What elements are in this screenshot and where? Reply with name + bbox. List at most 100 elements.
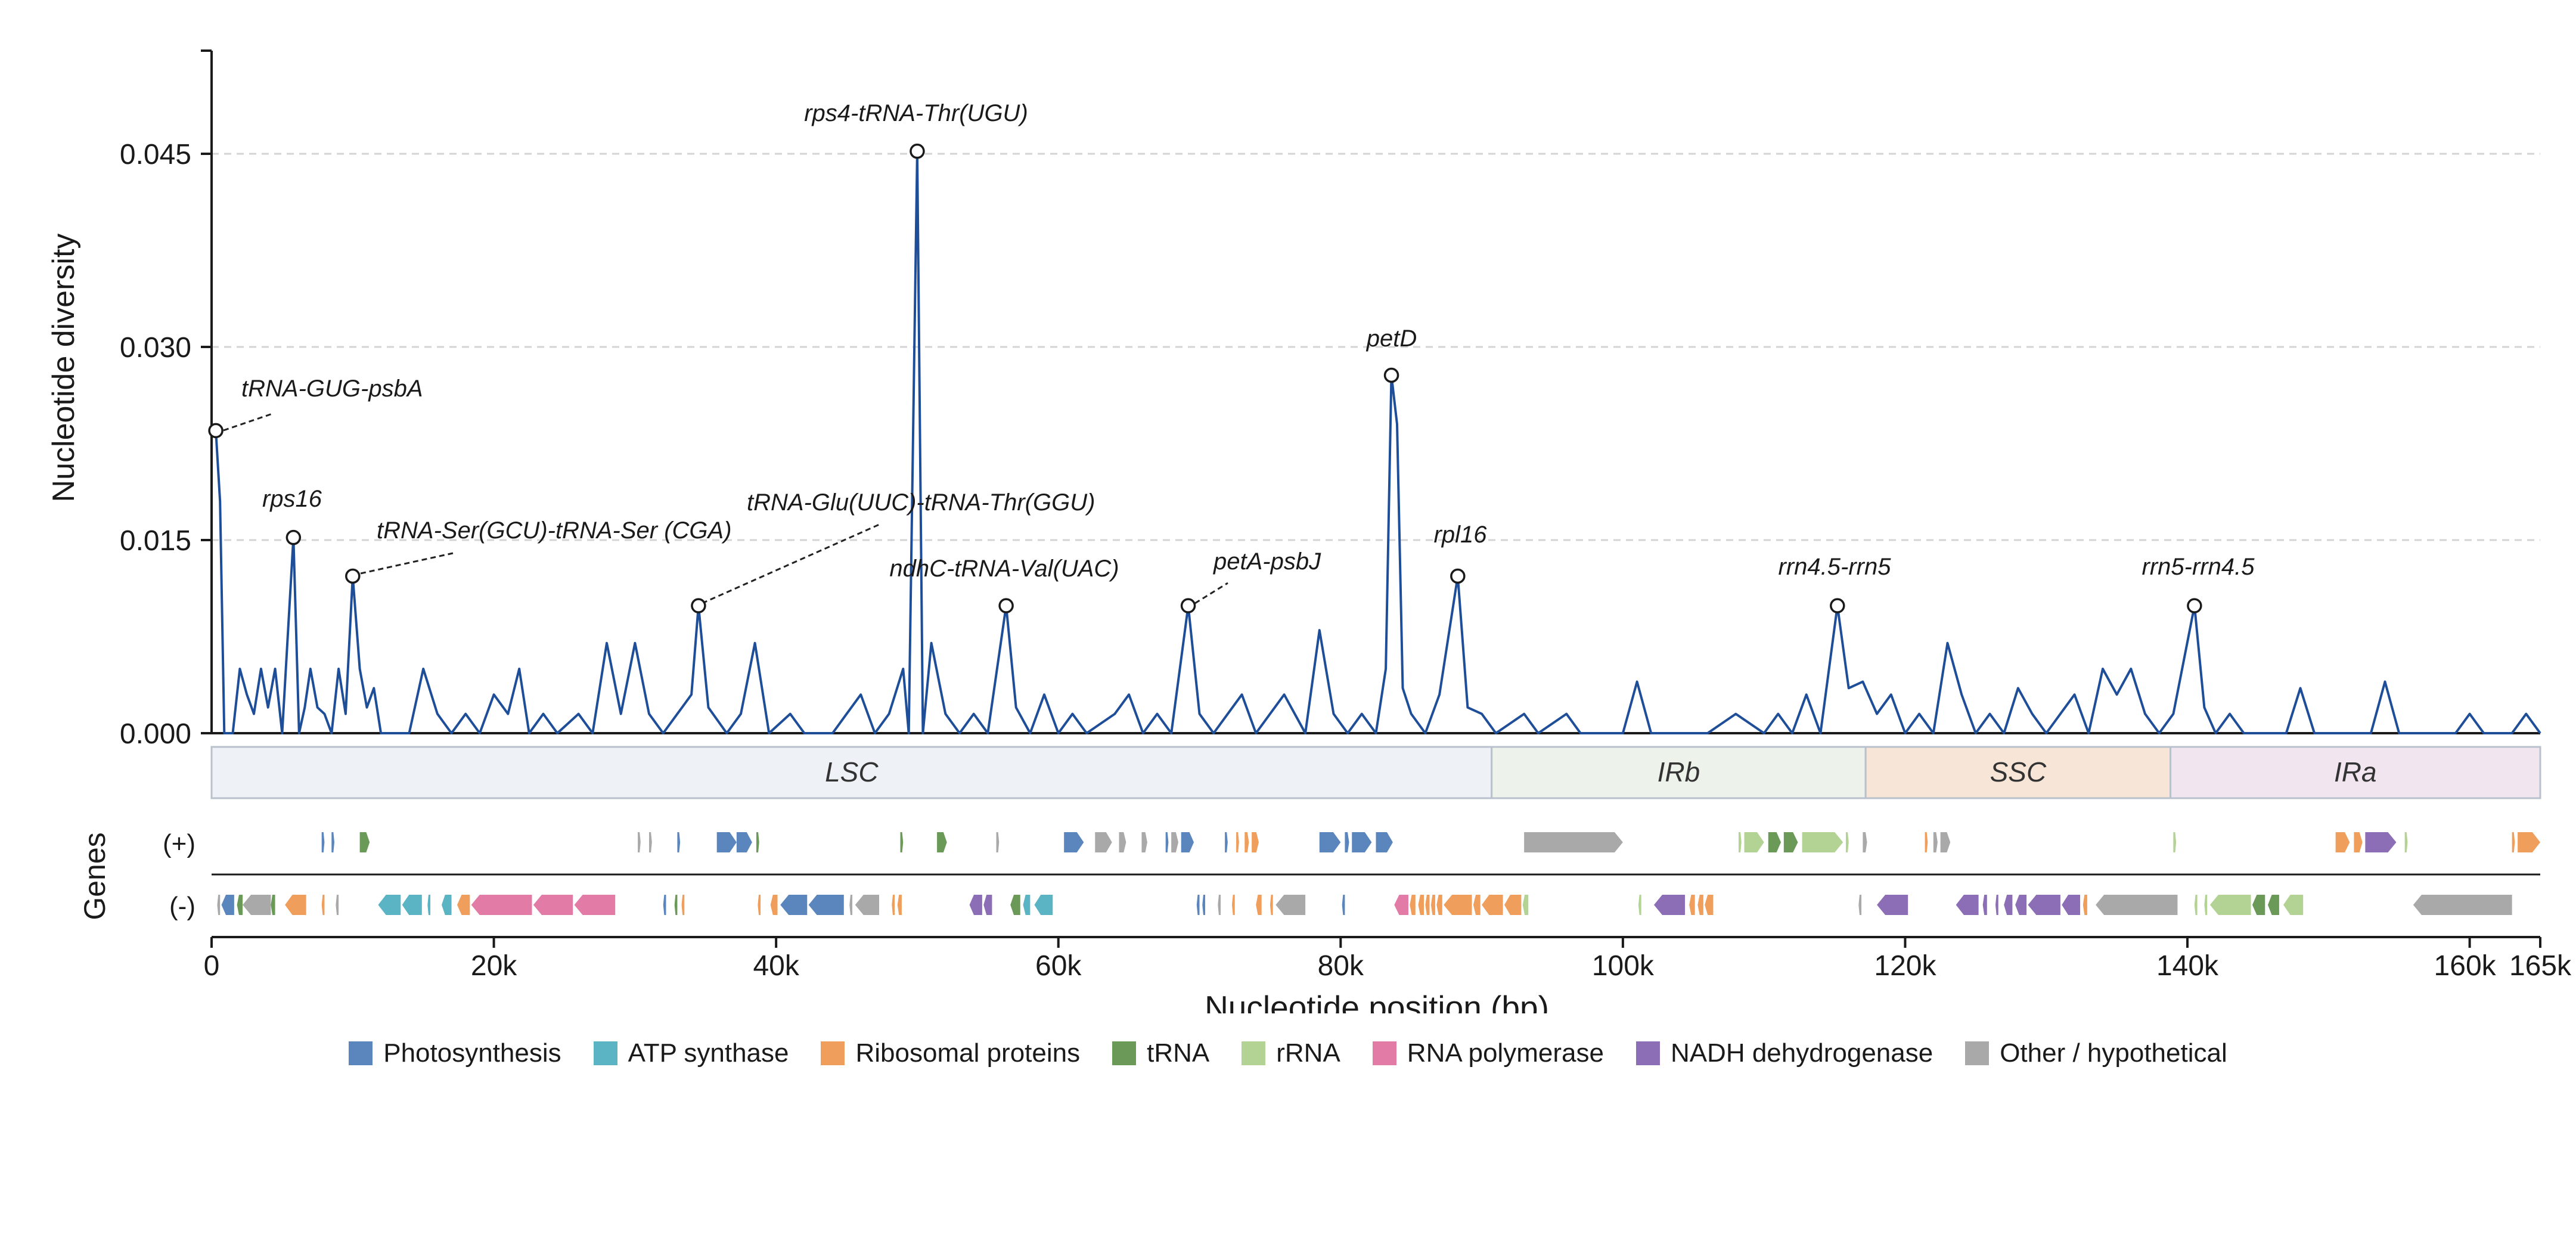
plus-strand-gene <box>2173 832 2177 852</box>
minus-strand-gene <box>2004 895 2013 915</box>
minus-strand-gene <box>457 895 470 915</box>
annotation-leader <box>360 552 454 575</box>
x-tick-label: 160k <box>2434 950 2497 982</box>
plus-strand-gene <box>1739 832 1742 852</box>
x-tick-label: 165k <box>2509 950 2572 982</box>
minus-strand-gene <box>1858 895 1862 915</box>
genome-regions: LSC IRb SSC IRa <box>210 746 2541 799</box>
plus-strand-gene <box>1236 832 1239 852</box>
minus-strand-gene <box>808 895 844 915</box>
y-gridlines <box>212 153 2540 541</box>
minus-strand-gene <box>2082 895 2087 915</box>
peak-marker <box>691 598 706 613</box>
minus-strand-gene <box>1275 895 1306 915</box>
y-tick-label: 0.030 <box>120 332 191 364</box>
region-label: IRb <box>1658 756 1700 787</box>
legend-label: Photosynthesis <box>383 1038 561 1068</box>
peak-marker <box>2187 598 2202 613</box>
minus-strand-gene <box>2204 895 2208 915</box>
minus-strand-gene <box>243 895 271 915</box>
minus-strand-gene <box>1231 895 1235 915</box>
x-tick-label: 140k <box>2156 950 2219 982</box>
minus-strand-gene <box>1638 895 1641 915</box>
plus-strand-gene <box>1244 832 1249 852</box>
peak-marker <box>1830 598 1845 613</box>
minus-strand-gene <box>1256 895 1262 915</box>
legend-label: Ribosomal proteins <box>855 1038 1081 1068</box>
peak-label: ndhC-tRNA-Val(UAC) <box>889 556 1119 582</box>
legend-label: rRNA <box>1276 1038 1340 1068</box>
y-tick-label: 0.015 <box>120 525 191 557</box>
peak-annotations: tRNA-GUG-psbA rps16 tRNA-Ser(GCU)-tRNA-Ser… <box>208 100 2255 613</box>
legend-label: RNA polymerase <box>1407 1038 1604 1068</box>
minus-strand-gene <box>2413 895 2512 915</box>
minus-strand-gene <box>1394 895 1408 915</box>
plus-strand-gene <box>359 832 370 852</box>
plus-strand-gene <box>677 832 681 852</box>
legend-swatch <box>349 1041 373 1065</box>
x-tick-label: 40k <box>753 950 799 982</box>
x-tick-label: 80k <box>1318 950 1364 982</box>
plus-strand-gene <box>1925 832 1928 852</box>
plus-strand-gene <box>1802 832 1843 852</box>
x-tick-label: 0 <box>204 950 220 982</box>
minus-strand-gene <box>1473 895 1481 915</box>
plus-strand-gene <box>1064 832 1084 852</box>
plus-strand-gene <box>1744 832 1764 852</box>
peak-label: rrn5-rrn4.5 <box>2142 554 2255 580</box>
minus-strand-gene <box>2062 895 2081 915</box>
legend-item-atp: ATP synthase <box>593 1038 789 1068</box>
legend-item-rrna: rRNA <box>1242 1038 1340 1068</box>
minus-strand-gene <box>574 895 616 915</box>
legend-swatch <box>821 1041 845 1065</box>
minus-strand-gene <box>237 895 243 915</box>
minus-strand-gene <box>1023 895 1031 915</box>
legend-item-rnap: RNA polymerase <box>1372 1038 1604 1068</box>
minus-strand-gene <box>336 895 339 915</box>
plus-strand-gene <box>1319 832 1341 852</box>
minus-strand-gene <box>1504 895 1522 915</box>
minus-strand-gene <box>681 895 685 915</box>
legend-swatch <box>1242 1041 1266 1065</box>
legend-item-trna: tRNA <box>1112 1038 1209 1068</box>
minus-strand-gene <box>2096 895 2178 915</box>
minus-strand-gene <box>897 895 902 915</box>
plus-strand-gene <box>2335 832 2350 852</box>
plus-strand-gene <box>2518 832 2540 852</box>
legend-swatch <box>593 1041 617 1065</box>
peak-marker <box>910 143 925 159</box>
region-lsc <box>210 746 1493 799</box>
minus-strand-gene <box>2252 895 2265 915</box>
minus-strand-gene <box>1034 895 1053 915</box>
minus-strand-gene <box>471 895 532 915</box>
minus-strand-gene <box>1697 895 1703 915</box>
minus-strand-gene <box>1342 895 1345 915</box>
minus-strand-gene <box>221 895 234 915</box>
peak-marker <box>1450 568 1466 584</box>
peak-marker <box>1180 598 1196 613</box>
x-tick-label: 120k <box>1874 950 1936 982</box>
peak-label: rps16 <box>262 486 322 512</box>
plus-strand-gene <box>649 832 652 852</box>
minus-strand-gene <box>2283 895 2304 915</box>
plus-strand-gene <box>1933 832 1938 852</box>
annotation-leader <box>223 412 275 432</box>
plus-strand-gene <box>1352 832 1372 852</box>
y-tick-label: 0.045 <box>120 139 191 170</box>
minus-strand-gene <box>1653 895 1686 915</box>
plus-strand-gene <box>756 832 759 852</box>
x-tick-label: 60k <box>1035 950 1082 982</box>
plus-strand-gene <box>1376 832 1393 852</box>
plus-strand-gene <box>736 832 752 852</box>
minus-strand-gene <box>1196 895 1200 915</box>
minus-strand-gene <box>1430 895 1435 915</box>
plus-strand-gene <box>2354 832 2363 852</box>
legend-item-ndh: NADH dehydrogenase <box>1635 1038 1933 1068</box>
minus-strand-gene <box>1995 895 1998 915</box>
plus-strand-gene <box>937 832 947 852</box>
peak-label: tRNA-Glu(UUC)-tRNA-Thr(GGU) <box>747 489 1095 516</box>
peak-label: tRNA-GUG-psbA <box>241 376 423 402</box>
plus-strand-gene <box>900 832 904 852</box>
peak-label: rpl16 <box>1434 522 1488 548</box>
plus-strand-gene <box>2365 832 2397 852</box>
